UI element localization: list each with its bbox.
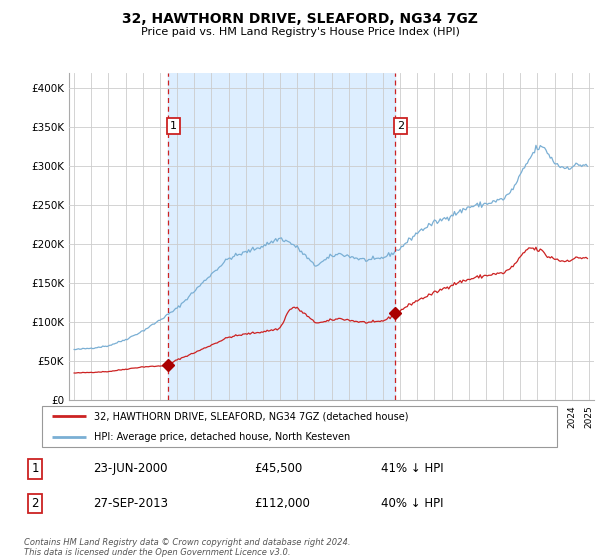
- FancyBboxPatch shape: [41, 406, 557, 447]
- Text: 41% ↓ HPI: 41% ↓ HPI: [380, 462, 443, 475]
- Text: 27-SEP-2013: 27-SEP-2013: [92, 497, 167, 510]
- Text: 32, HAWTHORN DRIVE, SLEAFORD, NG34 7GZ: 32, HAWTHORN DRIVE, SLEAFORD, NG34 7GZ: [122, 12, 478, 26]
- Text: Price paid vs. HM Land Registry's House Price Index (HPI): Price paid vs. HM Land Registry's House …: [140, 27, 460, 37]
- Text: 32, HAWTHORN DRIVE, SLEAFORD, NG34 7GZ (detached house): 32, HAWTHORN DRIVE, SLEAFORD, NG34 7GZ (…: [94, 412, 409, 422]
- Text: 2: 2: [31, 497, 39, 510]
- Text: Contains HM Land Registry data © Crown copyright and database right 2024.
This d: Contains HM Land Registry data © Crown c…: [24, 538, 350, 557]
- Text: £112,000: £112,000: [254, 497, 310, 510]
- Text: 23-JUN-2000: 23-JUN-2000: [92, 462, 167, 475]
- Text: 1: 1: [170, 121, 176, 131]
- Text: £45,500: £45,500: [254, 462, 302, 475]
- Text: 40% ↓ HPI: 40% ↓ HPI: [380, 497, 443, 510]
- Text: HPI: Average price, detached house, North Kesteven: HPI: Average price, detached house, Nort…: [94, 432, 350, 442]
- Bar: [168, 73, 395, 400]
- Text: 2: 2: [397, 121, 404, 131]
- Text: 1: 1: [31, 462, 39, 475]
